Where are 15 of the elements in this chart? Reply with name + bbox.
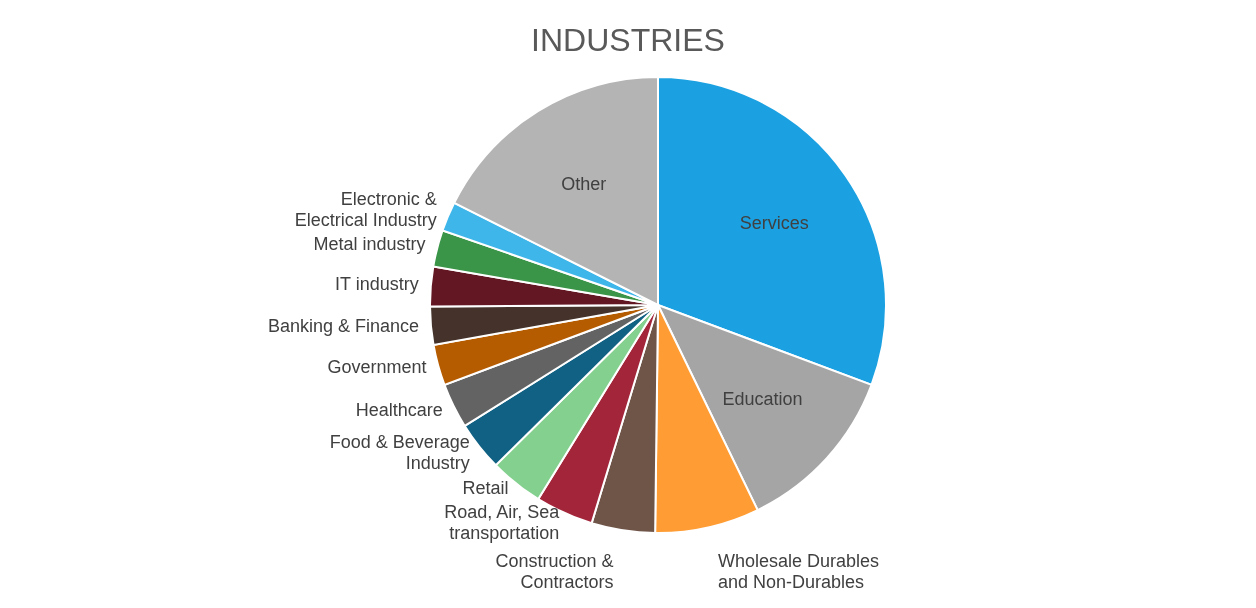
slice-label: Food & Beverage Industry xyxy=(329,432,470,474)
slice-label: IT industry xyxy=(335,274,419,295)
slice-label: Healthcare xyxy=(355,400,443,421)
slice-label: Metal industry xyxy=(313,234,426,255)
slice-label: Education xyxy=(722,389,803,410)
chart-title: INDUSTRIES xyxy=(531,22,725,58)
slice-label: Banking & Finance xyxy=(267,315,419,336)
slice-label: Construction & Contractors xyxy=(495,550,614,592)
slice-label: Retail xyxy=(462,478,509,499)
slice-label: Wholesale Durables and Non-Durables xyxy=(717,550,879,592)
slice-label: Government xyxy=(327,357,427,378)
slice-label: Services xyxy=(739,213,809,234)
slice-label: Road, Air, Sea transportation xyxy=(444,502,561,544)
slice-label: Electronic & Electrical Industry xyxy=(294,189,437,231)
slice-label: Other xyxy=(561,173,607,194)
